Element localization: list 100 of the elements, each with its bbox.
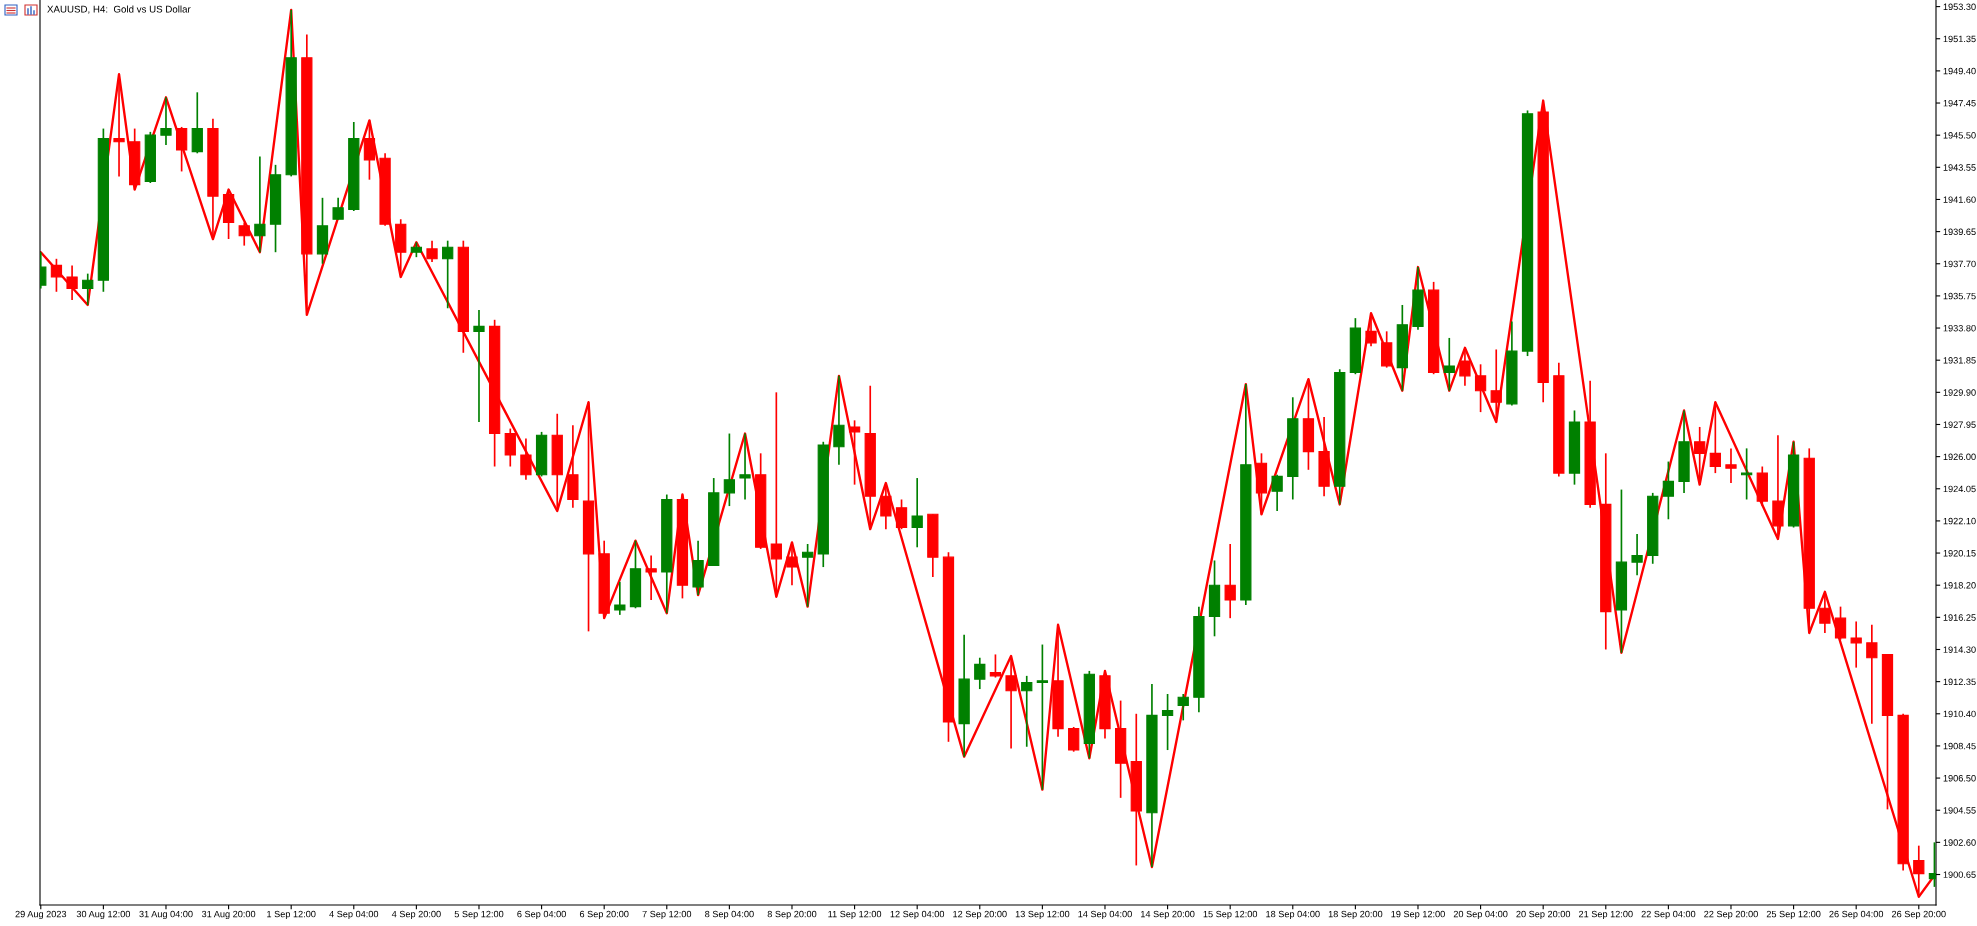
candlestick <box>363 119 376 181</box>
y-tick-label: 1931.85 <box>1943 357 1976 364</box>
y-tick-label: 1912.35 <box>1943 678 1976 686</box>
candlestick <box>1036 643 1049 791</box>
x-tick-label: 13 Sep 12:00 <box>1015 910 1070 920</box>
candlestick <box>1866 623 1878 725</box>
x-tick-label: 20 Sep 20:00 <box>1516 910 1571 920</box>
x-tick-label: 31 Aug 04:00 <box>139 910 193 920</box>
x-tick-label: 6 Sep 04:00 <box>517 910 566 920</box>
chart-title: XAUUSD, H4: Gold vs US Dollar <box>47 5 191 14</box>
candlestick <box>723 432 736 507</box>
y-tick-label: 1904.55 <box>1943 807 1976 814</box>
y-tick-label: 1953.30 <box>1943 3 1976 11</box>
x-tick-label: 12 Sep 04:00 <box>890 910 945 920</box>
candlestick <box>254 155 266 254</box>
candlestick <box>1224 543 1236 620</box>
candlestick <box>1021 675 1033 748</box>
x-tick-label: 18 Sep 20:00 <box>1328 910 1383 920</box>
candlestick <box>974 656 986 690</box>
candlestick <box>426 239 438 263</box>
candlestick <box>614 581 626 616</box>
candlestick <box>911 477 923 549</box>
x-tick-label: 6 Sep 20:00 <box>579 910 629 920</box>
y-tick-label: 1920.15 <box>1943 549 1976 557</box>
y-tick-label: 1935.75 <box>1943 292 1976 300</box>
candlestick <box>1381 330 1393 369</box>
y-tick-label: 1908.45 <box>1943 742 1976 750</box>
x-tick-label: 8 Sep 04:00 <box>705 910 754 920</box>
x-tick-label: 1 Sep 12:00 <box>267 910 316 920</box>
candlestick <box>50 257 63 293</box>
x-tick-label: 11 Sep 12:00 <box>828 910 882 920</box>
candlestick <box>1725 447 1737 484</box>
y-tick-label: 1902.60 <box>1943 839 1976 846</box>
x-tick-label: 18 Sep 04:00 <box>1266 910 1320 920</box>
y-tick-label: 1951.35 <box>1943 35 1976 43</box>
y-tick-label: 1943.55 <box>1943 164 1976 171</box>
x-tick-label: 14 Sep 20:00 <box>1141 910 1195 920</box>
candlestick <box>1850 620 1862 669</box>
x-tick-label: 15 Sep 12:00 <box>1203 910 1258 920</box>
y-tick-label: 1918.20 <box>1943 582 1976 589</box>
y-tick-label: 1922.10 <box>1943 517 1976 525</box>
candlestick <box>739 432 751 501</box>
x-tick-label: 22 Sep 04:00 <box>1641 910 1696 920</box>
candlestick <box>1694 426 1706 486</box>
candlestick <box>191 91 203 155</box>
candlestick <box>442 239 454 310</box>
candlestick <box>1662 460 1675 521</box>
candlestick <box>770 391 782 598</box>
x-tick-label: 14 Sep 04:00 <box>1078 910 1132 920</box>
candlestick <box>1443 337 1455 392</box>
candlestick <box>1631 533 1643 577</box>
y-tick-label: 1949.40 <box>1943 67 1976 75</box>
x-tick-label: 25 Sep 12:00 <box>1766 910 1821 920</box>
candlestick <box>520 437 532 481</box>
candlestick <box>801 543 814 608</box>
y-tick-label: 1929.90 <box>1943 389 1976 396</box>
x-tick-label: 12 Sep 20:00 <box>953 910 1007 920</box>
y-tick-label: 1939.65 <box>1943 228 1976 236</box>
candlestick <box>848 419 861 486</box>
x-tick-label: 31 Aug 20:00 <box>201 910 256 920</box>
y-tick-label: 1947.45 <box>1943 99 1976 107</box>
candlestick <box>1490 348 1502 423</box>
x-tick-label: 8 Sep 20:00 <box>767 910 817 920</box>
x-tick-label: 4 Sep 20:00 <box>391 910 441 920</box>
candlestick <box>645 554 657 601</box>
candlestick <box>66 264 78 301</box>
x-tick-label: 7 Sep 12:00 <box>642 910 692 920</box>
candlestick <box>1161 693 1174 751</box>
candlestick <box>1834 605 1847 641</box>
x-tick-label: 21 Sep 12:00 <box>1578 910 1633 920</box>
candlestick <box>1271 473 1283 512</box>
y-tick-label: 1916.25 <box>1943 614 1976 621</box>
y-tick-label: 1941.60 <box>1943 196 1976 203</box>
candlestick <box>504 427 516 468</box>
y-tick-label: 1914.30 <box>1943 646 1976 653</box>
candlestick <box>895 498 908 530</box>
candlestick <box>82 272 94 306</box>
candlestick <box>160 96 172 146</box>
candlestick <box>175 126 188 173</box>
y-tick-label: 1926.00 <box>1943 453 1976 461</box>
x-tick-label: 22 Sep 20:00 <box>1704 910 1758 920</box>
candlestick <box>1740 447 1753 501</box>
y-tick-label: 1906.50 <box>1943 774 1976 782</box>
x-tick-label: 4 Sep 04:00 <box>329 910 379 920</box>
candlestick <box>332 196 344 221</box>
candlestick <box>473 309 485 423</box>
y-tick-label: 1945.50 <box>1943 132 1976 139</box>
y-tick-label: 1937.70 <box>1943 260 1976 268</box>
candlestick <box>1474 363 1487 413</box>
x-tick-label: 26 Sep 20:00 <box>1891 910 1946 920</box>
x-tick-label: 26 Sep 04:00 <box>1829 910 1884 920</box>
y-tick-label: 1924.05 <box>1943 485 1976 493</box>
x-tick-label: 20 Sep 04:00 <box>1453 910 1508 920</box>
y-tick-label: 1927.95 <box>1943 421 1976 428</box>
x-tick-label: 19 Sep 12:00 <box>1391 910 1445 920</box>
y-tick-label: 1910.40 <box>1943 710 1976 718</box>
candlestick <box>1177 693 1189 722</box>
x-tick-label: 5 Sep 12:00 <box>454 910 504 920</box>
y-tick-label: 1933.80 <box>1943 324 1976 332</box>
candlestick <box>833 375 845 466</box>
